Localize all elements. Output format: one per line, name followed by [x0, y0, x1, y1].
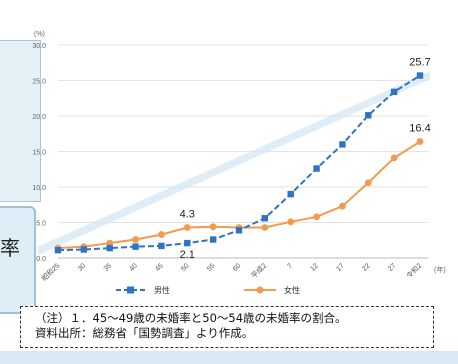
- y-axis-unit: (%): [34, 31, 45, 38]
- note-source: 資料出所：総務省「国勢調査」より作成。: [35, 326, 254, 340]
- y-tick-label: 30.0: [32, 43, 46, 50]
- y-tick-label: 0.0: [36, 256, 46, 263]
- female-point: [287, 218, 295, 226]
- female-point: [132, 236, 139, 243]
- male-point: [132, 243, 139, 250]
- male-point: [339, 141, 346, 148]
- female-point: [416, 138, 424, 145]
- female-point: [158, 231, 165, 238]
- female-point: [261, 224, 269, 231]
- note-line-1: （注）１．45～49歳の未婚率と50～54歳の未婚率の割合。: [35, 311, 347, 325]
- male-point: [390, 88, 398, 96]
- unmarried-rate-chart: 0.0 5.0 10.0 15.0 20.0 25.0 30.0 (%) (年) 昭和25 30 35…: [32, 31, 446, 295]
- male-point: [80, 246, 88, 253]
- male-point: [158, 242, 165, 250]
- x-tick-label: 40: [129, 262, 140, 273]
- x-tick-label: 60: [232, 262, 243, 273]
- x-tick-label: 30: [77, 262, 88, 273]
- background-wedge: [38, 71, 430, 256]
- bottom-bar: [0, 351, 458, 364]
- female-point: [339, 202, 346, 210]
- x-tick-label: 昭和25: [40, 261, 62, 283]
- x-tick-label: 45: [154, 262, 165, 273]
- y-tick-label: 15.0: [32, 150, 46, 157]
- data-label: 4.3: [180, 208, 195, 220]
- female-point: [209, 223, 217, 231]
- x-tick-label: 50: [180, 262, 191, 273]
- data-label: 16.4: [409, 123, 430, 135]
- background-box: [0, 206, 36, 314]
- legend-marker-male: [127, 286, 134, 294]
- y-tick-label: 20.0: [32, 114, 46, 121]
- legend-label-male: 男性: [154, 285, 170, 295]
- male-point: [209, 236, 217, 243]
- x-tick-label: 22: [361, 262, 372, 273]
- male-point: [261, 215, 269, 222]
- male-point: [287, 190, 294, 198]
- legend-label-female: 女性: [284, 285, 300, 295]
- male-point: [235, 227, 243, 234]
- background-label: 率: [0, 236, 20, 260]
- legend-marker-female: [256, 286, 264, 294]
- male-point: [54, 246, 62, 254]
- female-point: [364, 179, 372, 187]
- x-axis-unit: (年): [434, 265, 446, 274]
- note-box: （注）１．45～49歳の未婚率と50～54歳の未婚率の割合。 資料出所：総務省「…: [20, 306, 434, 348]
- x-tick-label: 55: [206, 262, 217, 273]
- x-tick-label: 35: [103, 262, 114, 273]
- x-tick-label: 7: [286, 262, 294, 270]
- x-tick-label: 令和2: [404, 261, 423, 280]
- female-point: [183, 224, 191, 231]
- y-tick-label: 25.0: [32, 79, 46, 86]
- female-point: [390, 154, 398, 162]
- y-tick-label: 5.0: [36, 221, 46, 228]
- y-tick-label: 10.0: [32, 185, 46, 192]
- male-point: [313, 165, 320, 172]
- background-panel: [0, 40, 41, 202]
- x-tick-label: 27: [387, 262, 398, 273]
- male-point: [416, 72, 424, 79]
- x-tick-label: 17: [335, 262, 346, 273]
- male-point: [365, 112, 372, 119]
- x-tick-label: 12: [310, 262, 321, 273]
- female-point: [106, 239, 114, 247]
- male-point: [184, 239, 191, 247]
- female-point: [313, 213, 320, 221]
- x-tick-label: 平成2: [249, 261, 268, 280]
- male-point: [106, 244, 113, 252]
- data-label: 25.7: [409, 57, 430, 69]
- data-label: 2.1: [180, 249, 195, 261]
